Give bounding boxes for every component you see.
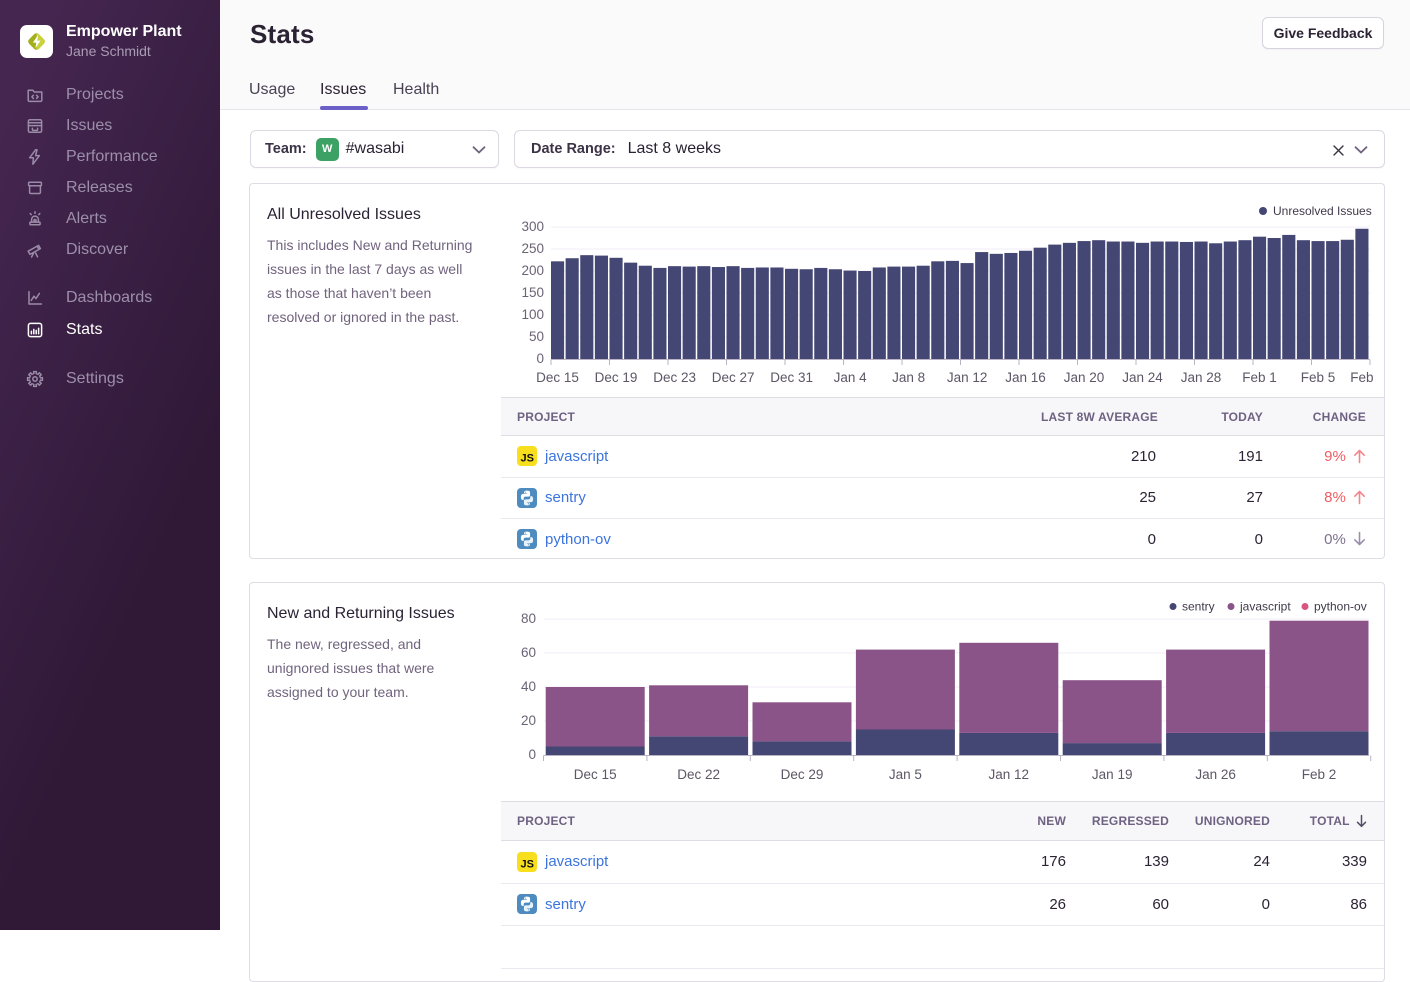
svg-text:Feb 5: Feb 5 <box>1301 370 1336 385</box>
svg-text:100: 100 <box>521 307 544 322</box>
svg-text:200: 200 <box>521 263 544 278</box>
svg-text:Jan 5: Jan 5 <box>889 767 922 782</box>
svg-text:40: 40 <box>521 679 536 694</box>
svg-text:80: 80 <box>521 611 536 626</box>
svg-text:50: 50 <box>529 329 544 344</box>
svg-text:sentry: sentry <box>1182 600 1215 614</box>
svg-text:20: 20 <box>521 713 536 728</box>
svg-text:Feb 1: Feb 1 <box>1242 370 1277 385</box>
svg-text:60: 60 <box>521 645 536 660</box>
svg-text:300: 300 <box>521 219 544 234</box>
svg-text:JS: JS <box>521 858 534 870</box>
svg-text:Dec 15: Dec 15 <box>536 370 579 385</box>
svg-text:Dec 29: Dec 29 <box>781 767 824 782</box>
svg-text:Feb: Feb <box>1350 370 1373 385</box>
svg-text:Jan 28: Jan 28 <box>1181 370 1222 385</box>
svg-text:Unresolved Issues: Unresolved Issues <box>1273 204 1372 218</box>
svg-text:Feb 2: Feb 2 <box>1302 767 1337 782</box>
svg-text:Jan 12: Jan 12 <box>989 767 1030 782</box>
svg-text:python-ov: python-ov <box>1314 600 1367 614</box>
svg-text:150: 150 <box>521 285 544 300</box>
svg-text:Dec 15: Dec 15 <box>574 767 617 782</box>
svg-text:javascript: javascript <box>1239 600 1291 614</box>
svg-text:JS: JS <box>521 453 534 465</box>
svg-text:Jan 12: Jan 12 <box>947 370 988 385</box>
svg-text:Jan 26: Jan 26 <box>1195 767 1236 782</box>
svg-text:Dec 27: Dec 27 <box>712 370 755 385</box>
svg-text:Jan 4: Jan 4 <box>834 370 868 385</box>
svg-text:Jan 8: Jan 8 <box>892 370 925 385</box>
svg-text:Jan 20: Jan 20 <box>1064 370 1105 385</box>
svg-text:Dec 23: Dec 23 <box>653 370 696 385</box>
svg-text:Dec 22: Dec 22 <box>677 767 720 782</box>
svg-text:Jan 16: Jan 16 <box>1005 370 1046 385</box>
svg-text:Dec 19: Dec 19 <box>595 370 638 385</box>
svg-text:0: 0 <box>528 747 536 762</box>
svg-text:Dec 31: Dec 31 <box>770 370 813 385</box>
svg-text:250: 250 <box>521 241 544 256</box>
svg-text:Jan 24: Jan 24 <box>1122 370 1163 385</box>
svg-text:Jan 19: Jan 19 <box>1092 767 1133 782</box>
svg-text:0: 0 <box>536 351 544 366</box>
